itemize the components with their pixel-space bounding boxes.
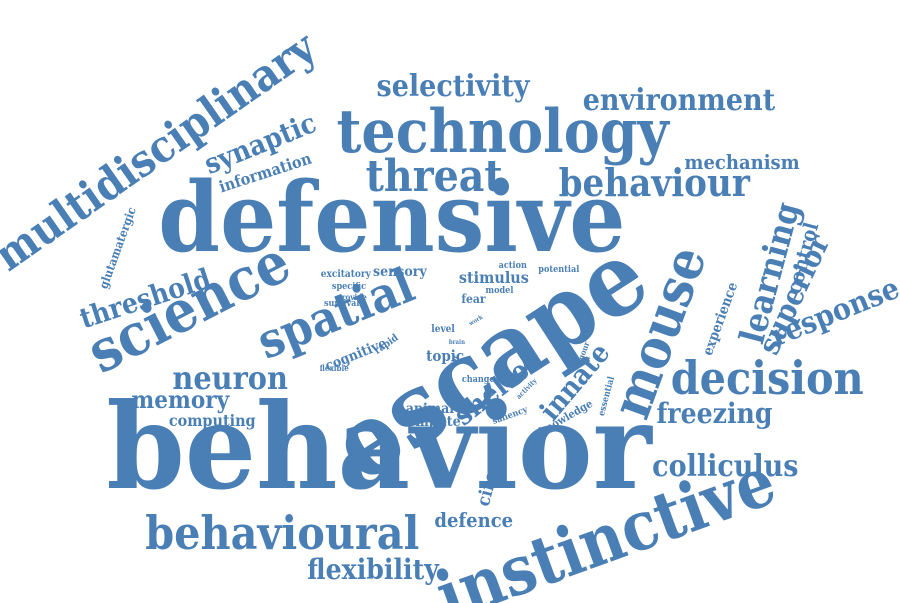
word-model: model: [485, 286, 514, 296]
word-compute: compute: [399, 414, 461, 430]
word-defensive: defensive: [158, 161, 626, 274]
word-freezing: freezing: [656, 397, 773, 430]
word-flexible: flexible: [319, 363, 349, 373]
word-flexibility: flexibility: [307, 553, 439, 586]
word-threat: threat: [365, 151, 503, 202]
word-stimulus: stimulus: [458, 268, 529, 287]
word-level: level: [431, 324, 455, 335]
word-defence: defence: [434, 508, 514, 532]
word-topic: topic: [426, 347, 465, 365]
word-behaviour: behaviour: [558, 160, 750, 205]
word-change: change: [461, 375, 495, 385]
word-survival: survival: [323, 299, 360, 309]
word-neuron: neuron: [172, 359, 288, 397]
word-fear: fear: [461, 292, 486, 306]
word-behavior: behavior: [106, 377, 652, 516]
word-potential: potential: [538, 265, 580, 275]
word-decision: decision: [670, 351, 864, 405]
word-sensory: sensory: [372, 264, 427, 280]
word-provide: provide: [336, 292, 367, 302]
word-environment: environment: [582, 83, 776, 118]
word-computing: computing: [168, 411, 256, 430]
word-mechanism: mechanism: [684, 150, 800, 174]
word-behavioural: behavioural: [145, 506, 420, 560]
word-animal: animal: [405, 401, 455, 417]
word-action: action: [498, 261, 527, 271]
word-colliculus: colliculus: [652, 449, 799, 484]
word-specific: specific: [331, 282, 367, 292]
word-memory: memory: [131, 385, 230, 414]
word-brain: brain: [448, 339, 465, 346]
word-technology: technology: [336, 97, 669, 167]
word-excitatory: excitatory: [320, 269, 371, 280]
word-selectivity: selectivity: [376, 69, 530, 104]
